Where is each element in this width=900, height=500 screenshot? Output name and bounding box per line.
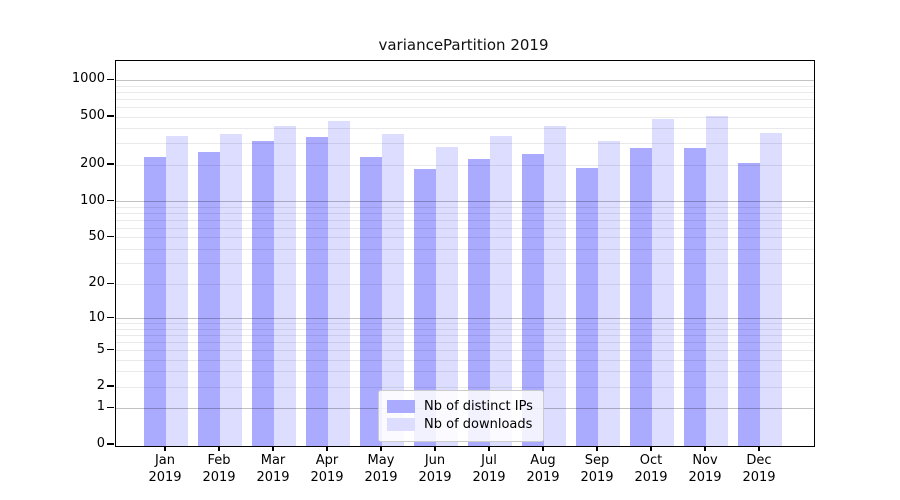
y-tick-mark (107, 316, 114, 319)
y-tick-label: 1 (96, 399, 105, 415)
y-tick-mark (107, 282, 114, 285)
x-tick-mark (164, 445, 166, 451)
bar-downloads (490, 135, 512, 446)
x-tick-mark (326, 445, 328, 451)
gridline-major (116, 79, 814, 81)
y-tick-mark (107, 78, 114, 81)
x-tick-label: Mar 2019 (256, 453, 290, 485)
bar-distinct-ips (306, 137, 328, 446)
legend-label-downloads: Nb of downloads (424, 417, 533, 432)
legend-label-distinct-ips: Nb of distinct IPs (424, 399, 533, 414)
y-tick-mark (107, 163, 114, 165)
bar-distinct-ips (360, 156, 382, 446)
bar-distinct-ips (144, 157, 166, 446)
y-tick-label: 1000 (71, 71, 105, 87)
bar-downloads (706, 116, 728, 446)
bar-downloads (652, 119, 674, 446)
y-tick-label: 50 (88, 228, 105, 244)
bar-distinct-ips (468, 159, 490, 446)
plot-area: Nb of distinct IPs Nb of downloads (115, 60, 815, 447)
x-tick-mark (758, 445, 760, 451)
x-tick-label: Nov 2019 (688, 453, 722, 485)
bar-downloads (328, 121, 350, 446)
y-tick-mark (107, 406, 114, 409)
x-tick-mark (542, 445, 544, 451)
bar-downloads (760, 133, 782, 446)
x-tick-label: Apr 2019 (310, 453, 344, 485)
x-tick-label: Sep 2019 (580, 453, 614, 485)
bar-distinct-ips (576, 168, 598, 446)
y-tick-label: 20 (88, 275, 105, 291)
gridline-minor (116, 91, 814, 93)
y-tick-label: 0 (96, 436, 105, 451)
x-tick-label: Oct 2019 (634, 453, 668, 485)
x-tick-mark (434, 445, 436, 451)
y-tick-label: 10 (88, 309, 105, 325)
x-tick-mark (272, 445, 274, 451)
x-tick-label: May 2019 (364, 453, 398, 485)
y-tick-mark (107, 115, 114, 117)
bar-downloads (598, 140, 620, 446)
y-tick-mark (107, 443, 114, 445)
legend-swatch-downloads (387, 418, 415, 431)
bar-distinct-ips (684, 147, 706, 446)
x-tick-label: Aug 2019 (526, 453, 560, 485)
x-tick-label: Feb 2019 (202, 453, 236, 485)
y-tick-mark (107, 199, 114, 202)
y-tick-label: 200 (80, 156, 105, 172)
x-tick-mark (380, 445, 382, 451)
bar-distinct-ips (198, 151, 220, 446)
chart-title: variancePartition 2019 (378, 36, 549, 54)
x-tick-mark (488, 445, 490, 451)
x-tick-mark (704, 445, 706, 451)
bar-distinct-ips (522, 154, 544, 446)
y-tick-mark (107, 348, 114, 351)
bar-downloads (274, 125, 296, 446)
x-tick-mark (218, 445, 220, 451)
bar-downloads (166, 135, 188, 446)
legend-swatch-distinct-ips (387, 400, 415, 413)
legend-item-distinct-ips: Nb of distinct IPs (387, 399, 533, 414)
bar-distinct-ips (738, 163, 760, 446)
y-tick-label: 2 (96, 378, 105, 393)
gridline-minor (116, 106, 814, 108)
y-tick-label: 100 (80, 192, 105, 208)
y-tick-mark (107, 235, 114, 238)
bar-downloads (436, 146, 458, 446)
bar-distinct-ips (414, 168, 436, 446)
bar-distinct-ips (630, 148, 652, 446)
y-tick-label: 500 (80, 108, 105, 123)
y-tick-label: 5 (96, 341, 105, 357)
y-tick-mark (107, 385, 114, 387)
gridline-minor (116, 98, 814, 100)
x-tick-label: Jul 2019 (472, 453, 506, 485)
x-tick-label: Dec 2019 (742, 453, 776, 485)
x-tick-label: Jun 2019 (418, 453, 452, 485)
x-tick-mark (650, 445, 652, 451)
bar-distinct-ips (252, 140, 274, 446)
gridline-minor (116, 85, 814, 87)
bar-downloads (382, 134, 404, 446)
bar-downloads (220, 134, 242, 446)
legend: Nb of distinct IPs Nb of downloads (378, 390, 544, 442)
legend-item-downloads: Nb of downloads (387, 417, 533, 432)
x-tick-label: Jan 2019 (148, 453, 182, 485)
x-tick-mark (596, 445, 598, 451)
bar-downloads (544, 125, 566, 446)
